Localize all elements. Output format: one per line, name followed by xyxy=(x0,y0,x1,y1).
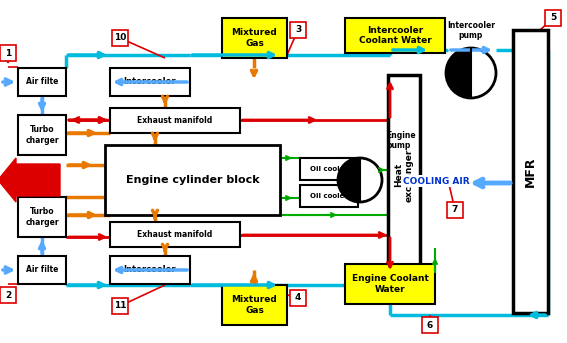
Text: 3: 3 xyxy=(295,25,301,35)
Text: 5: 5 xyxy=(550,13,556,23)
Text: Turbo
charger: Turbo charger xyxy=(25,125,59,145)
FancyBboxPatch shape xyxy=(300,185,358,207)
FancyBboxPatch shape xyxy=(388,75,420,275)
Text: Mixtured
Gas: Mixtured Gas xyxy=(232,295,277,315)
Polygon shape xyxy=(338,158,360,202)
Text: Heat
exchanger: Heat exchanger xyxy=(394,148,414,202)
Text: Intercooler
Coolant Water: Intercooler Coolant Water xyxy=(358,26,431,45)
Text: Engine Coolant
Water: Engine Coolant Water xyxy=(352,274,429,294)
Text: Exhaust manifold: Exhaust manifold xyxy=(137,230,213,239)
FancyBboxPatch shape xyxy=(110,108,240,133)
Text: 2: 2 xyxy=(5,291,11,299)
Text: 11: 11 xyxy=(114,301,126,310)
FancyBboxPatch shape xyxy=(110,256,190,284)
Text: Mixtured
Gas: Mixtured Gas xyxy=(232,28,277,48)
Text: Air filte: Air filte xyxy=(26,78,58,86)
Text: Exhaust manifold: Exhaust manifold xyxy=(137,116,213,125)
FancyBboxPatch shape xyxy=(300,158,358,180)
FancyBboxPatch shape xyxy=(290,22,306,38)
FancyBboxPatch shape xyxy=(345,264,435,304)
FancyBboxPatch shape xyxy=(110,68,190,96)
FancyArrow shape xyxy=(0,158,60,202)
Text: Intercooler: Intercooler xyxy=(124,265,176,274)
Polygon shape xyxy=(446,48,471,98)
Text: Turbo
charger: Turbo charger xyxy=(25,207,59,227)
Text: MFR: MFR xyxy=(524,156,537,187)
Text: Oil cooler: Oil cooler xyxy=(310,166,348,172)
Text: 4: 4 xyxy=(295,294,301,303)
FancyBboxPatch shape xyxy=(222,18,287,58)
FancyBboxPatch shape xyxy=(112,30,128,46)
FancyBboxPatch shape xyxy=(18,115,66,155)
Text: 1: 1 xyxy=(5,48,11,58)
FancyBboxPatch shape xyxy=(18,68,66,96)
Text: Intercooler
pump: Intercooler pump xyxy=(447,21,495,40)
FancyBboxPatch shape xyxy=(290,290,306,306)
Text: Engine
pump: Engine pump xyxy=(386,131,416,150)
FancyBboxPatch shape xyxy=(112,298,128,314)
FancyBboxPatch shape xyxy=(422,317,438,333)
FancyBboxPatch shape xyxy=(0,45,16,61)
FancyBboxPatch shape xyxy=(545,10,561,26)
FancyBboxPatch shape xyxy=(513,30,548,313)
Text: 10: 10 xyxy=(114,34,126,43)
Text: Intercooler: Intercooler xyxy=(124,78,176,86)
Text: Engine cylinder block: Engine cylinder block xyxy=(126,175,259,185)
Text: 7: 7 xyxy=(452,205,458,214)
FancyBboxPatch shape xyxy=(447,202,463,218)
Text: COOLING AIR: COOLING AIR xyxy=(403,177,470,186)
Text: Air filte: Air filte xyxy=(26,265,58,274)
FancyBboxPatch shape xyxy=(18,256,66,284)
FancyBboxPatch shape xyxy=(0,287,16,303)
FancyBboxPatch shape xyxy=(345,18,445,53)
FancyBboxPatch shape xyxy=(222,285,287,325)
FancyBboxPatch shape xyxy=(110,222,240,247)
FancyBboxPatch shape xyxy=(105,145,280,215)
FancyBboxPatch shape xyxy=(18,197,66,237)
Text: 6: 6 xyxy=(427,320,433,330)
Text: Oil cooler: Oil cooler xyxy=(310,193,348,199)
